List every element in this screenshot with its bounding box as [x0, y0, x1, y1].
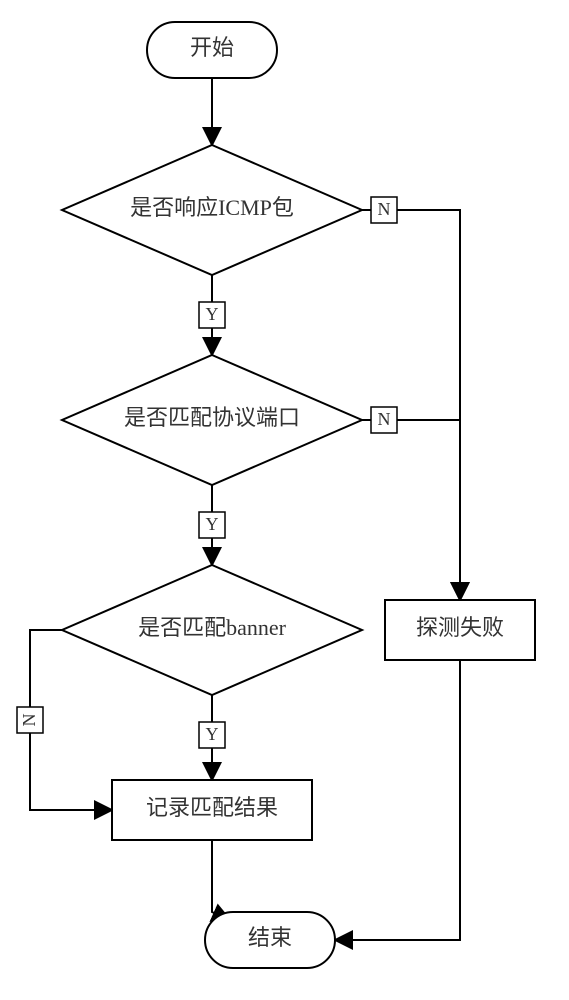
record: 记录匹配结果: [112, 780, 312, 840]
edge-fail-end: [335, 660, 460, 940]
svg-text:Y: Y: [206, 724, 219, 744]
edge-label-2: Y: [199, 512, 225, 538]
svg-text:N: N: [378, 199, 391, 219]
edge-label-3: Y: [199, 722, 225, 748]
start-label: 开始: [190, 35, 234, 60]
edge-record-end: [212, 840, 230, 920]
edge-d2-fail: [362, 420, 460, 600]
d3: 是否匹配banner: [62, 565, 362, 695]
fail: 探测失败: [385, 600, 535, 660]
svg-text:N: N: [378, 409, 391, 429]
edge-label-8: N: [17, 707, 43, 733]
edge-label-6: N: [371, 407, 397, 433]
svg-text:N: N: [19, 714, 39, 727]
edge-label-1: Y: [199, 302, 225, 328]
end: 结束: [205, 912, 335, 968]
end-label: 结束: [248, 925, 292, 950]
edge-label-5: N: [371, 197, 397, 223]
svg-text:Y: Y: [206, 304, 219, 324]
fail-label: 探测失败: [416, 615, 504, 640]
svg-text:Y: Y: [206, 514, 219, 534]
record-label: 记录匹配结果: [146, 795, 278, 820]
d3-label: 是否匹配banner: [138, 615, 287, 640]
d2-label: 是否匹配协议端口: [124, 405, 300, 430]
start: 开始: [147, 22, 277, 78]
d2: 是否匹配协议端口: [62, 355, 362, 485]
edge-d1-fail: [362, 210, 460, 600]
d1: 是否响应ICMP包: [62, 145, 362, 275]
d1-label: 是否响应ICMP包: [130, 195, 294, 220]
